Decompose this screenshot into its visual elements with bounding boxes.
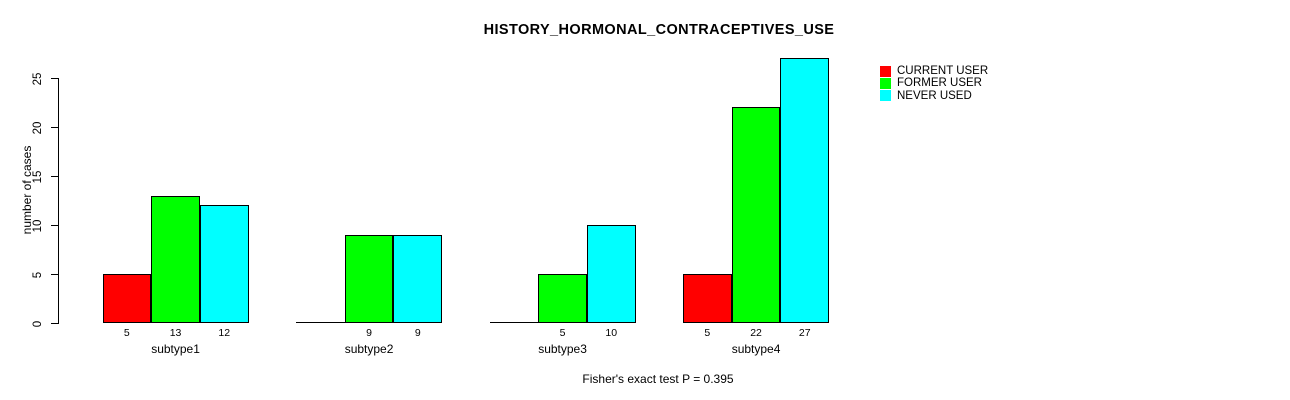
y-tick-label: 25 — [32, 72, 44, 85]
bar-value-label: 10 — [605, 327, 618, 339]
legend-row: NEVER USED — [880, 90, 988, 102]
y-tick-mark — [51, 176, 58, 177]
bar-value-label: 13 — [169, 327, 182, 339]
bar-subtype1-never-used — [199, 205, 249, 323]
bar-subtype4-current-user — [683, 274, 732, 323]
bar-subtype2-never-used — [393, 234, 443, 323]
bar-subtype3-former-user — [538, 274, 587, 323]
bar-subtype3-zero-baseline — [489, 322, 539, 323]
bar-subtype1-current-user — [102, 274, 152, 323]
y-tick-label: 5 — [32, 271, 44, 278]
legend-label: CURRENT USER — [897, 65, 989, 77]
y-tick-label: 20 — [32, 121, 44, 134]
y-tick-mark — [51, 225, 58, 226]
y-tick-label: 0 — [32, 320, 44, 327]
y-tick-mark — [51, 127, 58, 128]
bar-value-label: 9 — [414, 327, 421, 339]
bar-subtype2-former-user — [344, 234, 394, 323]
y-axis-line — [58, 78, 59, 324]
legend-swatch-icon — [880, 65, 891, 77]
legend-row: FORMER USER — [880, 77, 988, 89]
y-tick-mark — [51, 274, 58, 275]
bar-value-label: 22 — [750, 327, 762, 339]
footer-note: Fisher's exact test P = 0.395 — [582, 372, 734, 386]
x-category-label: subtype4 — [731, 342, 781, 356]
bar-subtype3-never-used — [586, 225, 636, 323]
y-tick-label: 15 — [32, 170, 44, 183]
bar-subtype4-never-used — [780, 58, 830, 323]
y-tick-label: 10 — [32, 219, 44, 232]
legend-row: CURRENT USER — [880, 65, 988, 77]
bar-value-label: 27 — [798, 327, 811, 339]
chart-title: HISTORY_HORMONAL_CONTRACEPTIVES_USE — [483, 22, 835, 38]
bar-subtype1-former-user — [151, 195, 200, 323]
bar-value-label: 5 — [704, 327, 711, 339]
legend-swatch-icon — [880, 90, 891, 102]
bar-subtype2-zero-baseline — [296, 322, 345, 323]
bar-value-label: 9 — [366, 327, 372, 339]
x-category-label: subtype2 — [344, 342, 394, 356]
bar-value-label: 5 — [559, 327, 566, 339]
legend: CURRENT USER FORMER USER NEVER USED — [880, 65, 988, 102]
x-category-label: subtype1 — [151, 342, 200, 356]
legend-label: FORMER USER — [897, 77, 982, 90]
bar-value-label: 12 — [218, 327, 231, 339]
x-category-label: subtype3 — [538, 342, 587, 356]
y-tick-mark — [51, 323, 58, 324]
y-tick-mark — [51, 78, 58, 79]
bar-subtype4-former-user — [731, 107, 781, 323]
legend-swatch-icon — [880, 78, 891, 90]
bar-value-label: 5 — [123, 327, 130, 339]
legend-label: NEVER USED — [897, 89, 972, 102]
